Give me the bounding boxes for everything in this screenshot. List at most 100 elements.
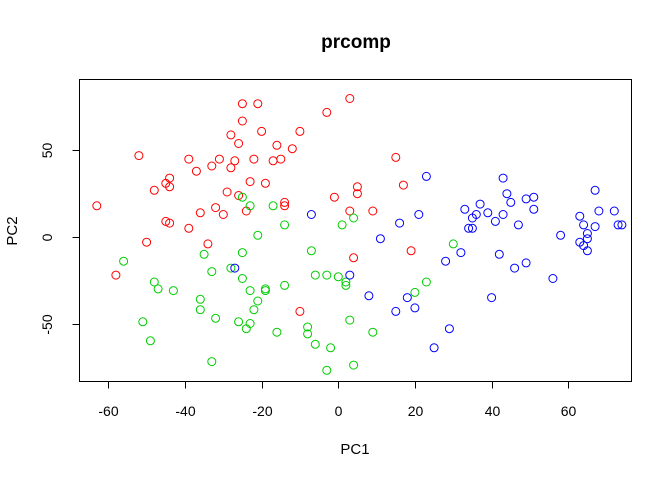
data-point	[138, 317, 148, 327]
series-1	[92, 94, 416, 316]
data-point	[483, 208, 493, 218]
data-point	[272, 327, 282, 337]
data-point	[448, 239, 458, 249]
data-point	[421, 171, 431, 181]
data-point	[253, 99, 263, 109]
data-point	[590, 222, 600, 232]
data-point	[410, 287, 420, 297]
data-point	[195, 305, 205, 315]
data-point	[230, 156, 240, 166]
data-point	[582, 234, 592, 244]
data-point	[165, 182, 175, 192]
data-point	[92, 201, 102, 211]
y-tick-label: 0	[39, 233, 55, 241]
data-point	[410, 303, 420, 313]
x-tick-label: 40	[485, 403, 501, 419]
data-point	[460, 204, 470, 214]
data-point	[510, 263, 520, 273]
data-point	[168, 286, 178, 296]
data-point	[414, 210, 424, 219]
data-point	[153, 284, 163, 294]
data-point	[253, 230, 263, 240]
data-point	[268, 156, 278, 166]
data-point	[326, 343, 336, 353]
x-tick-label: 60	[561, 403, 577, 419]
data-point	[322, 107, 332, 117]
data-point	[111, 270, 121, 280]
data-point	[429, 343, 439, 353]
data-point	[245, 201, 255, 211]
data-point	[368, 206, 378, 216]
data-point	[341, 280, 351, 290]
data-point	[207, 267, 217, 277]
data-point	[218, 210, 228, 219]
y-axis-label: PC2	[4, 216, 21, 245]
data-point	[280, 197, 290, 207]
data-point	[406, 246, 416, 256]
data-point	[609, 206, 619, 216]
data-point	[222, 187, 232, 197]
data-point	[513, 220, 523, 230]
data-point	[498, 210, 508, 219]
data-point	[295, 126, 305, 136]
data-point	[494, 249, 504, 259]
data-point	[199, 249, 209, 259]
data-point	[249, 305, 259, 315]
data-point	[211, 313, 221, 323]
data-point	[548, 274, 558, 283]
data-point	[184, 223, 194, 233]
data-point	[260, 178, 270, 188]
data-point	[349, 253, 359, 263]
data-point	[214, 154, 224, 164]
data-point	[226, 130, 236, 140]
data-point	[142, 237, 152, 247]
data-point	[237, 192, 247, 202]
data-point	[506, 197, 516, 207]
data-point	[203, 239, 213, 249]
series-3	[230, 171, 627, 353]
data-point	[303, 322, 313, 332]
data-point	[306, 246, 316, 256]
data-point	[617, 220, 627, 230]
chart-title: prcomp	[321, 32, 391, 53]
data-point	[398, 180, 408, 190]
data-point	[306, 210, 316, 219]
data-point	[253, 296, 263, 306]
data-point	[575, 211, 585, 221]
data-point	[590, 185, 600, 195]
data-point	[613, 220, 623, 230]
data-point	[195, 294, 205, 304]
data-point	[280, 220, 290, 230]
data-point	[498, 173, 508, 183]
y-axis: -50 0 50	[39, 143, 80, 335]
data-point	[191, 166, 201, 176]
data-point	[149, 185, 159, 195]
x-tick-label: -20	[252, 403, 272, 419]
data-point	[582, 246, 592, 256]
data-point	[234, 317, 244, 327]
data-point	[310, 339, 320, 349]
data-point	[471, 210, 481, 219]
data-point	[226, 163, 236, 173]
series-2	[119, 192, 458, 375]
data-points	[92, 94, 627, 375]
data-point	[456, 248, 466, 258]
data-point	[272, 140, 282, 150]
data-point	[490, 216, 500, 226]
data-point	[207, 357, 217, 367]
data-point	[333, 272, 343, 282]
data-point	[395, 218, 405, 228]
data-point	[207, 161, 217, 171]
data-point	[165, 218, 175, 228]
data-point	[234, 139, 244, 148]
y-tick-label: 50	[39, 143, 55, 159]
y-tick-label: -50	[39, 314, 55, 334]
data-point	[402, 293, 412, 303]
data-point	[487, 293, 497, 303]
data-point	[268, 201, 278, 211]
x-tick-label: 0	[335, 403, 343, 419]
data-point	[345, 206, 355, 216]
data-point	[441, 256, 451, 266]
data-point	[165, 173, 175, 183]
